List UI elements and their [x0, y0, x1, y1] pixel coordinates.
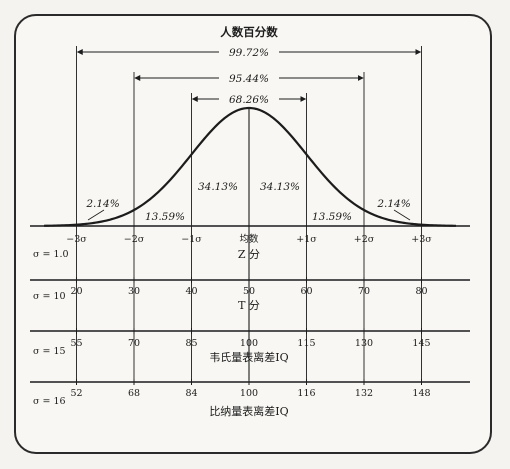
scale-value-label: 132	[355, 388, 373, 399]
scale-value-label: 115	[297, 338, 315, 349]
region-percent-label: 2.14%	[376, 198, 410, 210]
scale-value-label: 55	[70, 338, 82, 349]
scale-title: 比纳量表离差IQ	[209, 404, 288, 418]
sigma-tick-label: 均数	[239, 233, 259, 245]
scale-sd-label: σ = 10	[33, 291, 66, 302]
scale-title: Z 分	[238, 248, 260, 261]
region-percent-label: 34.13%	[198, 181, 238, 193]
scale-value-label: 30	[128, 286, 140, 297]
scale-value-label: 52	[70, 388, 82, 399]
region-percent-label: 13.59%	[312, 211, 352, 223]
span-label: 68.26%	[229, 94, 269, 106]
scale-value-label: 85	[185, 338, 197, 349]
scale-title: T 分	[238, 299, 260, 312]
span-label: 95.44%	[229, 73, 269, 85]
scale-value-label: 130	[355, 338, 373, 349]
scale-value-label: 148	[412, 388, 430, 399]
scale-value-label: 84	[185, 388, 197, 399]
diagram-title: 人数百分数	[220, 25, 278, 39]
sigma-tick-label: +2σ	[354, 234, 375, 245]
scale-value-label: 50	[243, 286, 255, 297]
sigma-tick-label: −2σ	[124, 234, 145, 245]
scale-sd-label: σ = 1.0	[33, 249, 69, 260]
scale-value-label: 60	[300, 286, 312, 297]
region-percent-label: 13.59%	[145, 211, 185, 223]
scale-value-label: 116	[297, 388, 315, 399]
scale-value-label: 20	[70, 286, 82, 297]
region-percent-label: 2.14%	[85, 198, 119, 210]
scale-value-label: 70	[128, 338, 140, 349]
leader-line	[393, 209, 411, 221]
scale-sd-label: σ = 16	[33, 396, 66, 407]
scale-value-label: 80	[415, 286, 427, 297]
scale-value-label: 100	[240, 338, 258, 349]
scale-value-label: 68	[128, 388, 140, 399]
span-label: 99.72%	[229, 47, 269, 59]
sigma-tick-label: +1σ	[296, 234, 317, 245]
scale-value-label: 70	[358, 286, 370, 297]
scale-title: 韦氏量表离差IQ	[209, 350, 288, 364]
scale-sd-label: σ = 15	[33, 346, 66, 357]
normal-curve	[43, 106, 457, 227]
sigma-tick-label: −3σ	[66, 234, 87, 245]
scale-value-label: 40	[185, 286, 197, 297]
figure-frame	[14, 14, 492, 454]
scale-value-label: 145	[412, 338, 430, 349]
scale-value-label: 100	[240, 388, 258, 399]
leader-line	[87, 209, 105, 221]
region-percent-label: 34.13%	[260, 181, 300, 193]
sigma-tick-label: −1σ	[181, 234, 202, 245]
sigma-tick-label: +3σ	[411, 234, 432, 245]
